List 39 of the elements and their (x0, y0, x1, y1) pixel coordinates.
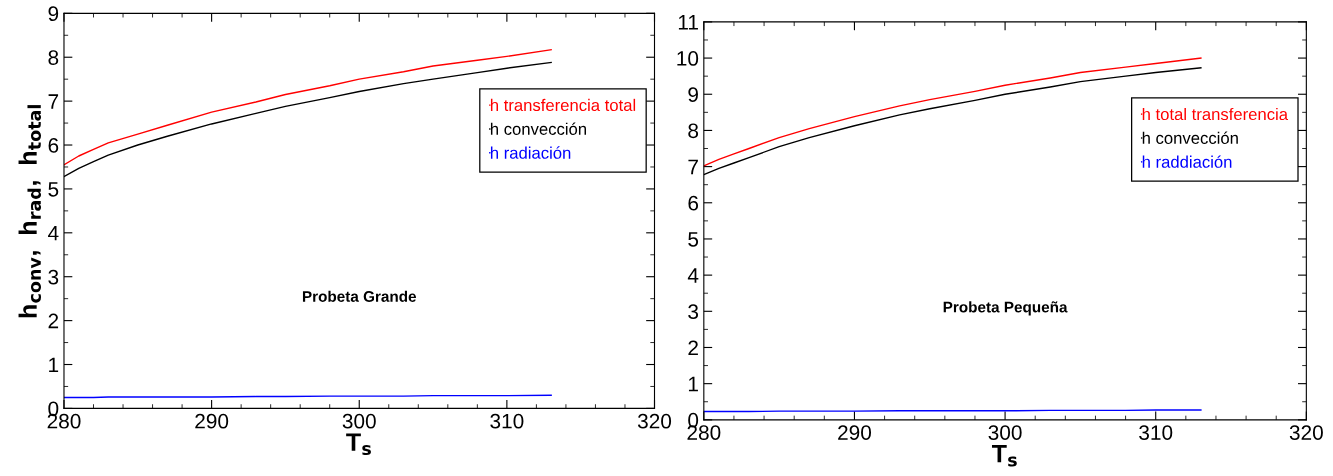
y-tick-label: 8 (48, 50, 59, 65)
y-tick-label: 4 (48, 226, 59, 241)
legend-label: h transferencia total (490, 98, 636, 112)
x-tick-label: 300 (342, 413, 376, 429)
y-tick-label: 5 (688, 232, 699, 247)
x-tick-label: 290 (838, 425, 872, 440)
x-tick-label: 320 (1289, 425, 1323, 440)
y-tick-label: 3 (688, 304, 699, 320)
x-axis-title: T$_{s}$ (346, 433, 371, 456)
y-tick-label: 4 (687, 268, 699, 283)
y-axis-title: h$_{conv}$, h$_{rad}$, h$_{total}$ (18, 105, 42, 318)
y-tick-label: 9 (688, 87, 698, 102)
y-tick-label: 11 (678, 15, 698, 30)
x-tick-label: 310 (1139, 425, 1173, 440)
y-tick-label: 9 (48, 6, 59, 22)
y-tick-label: 6 (48, 138, 59, 153)
y-tick-label: 7 (48, 94, 59, 109)
y-tick-label: 6 (688, 195, 699, 211)
y-tick-label: 1 (49, 357, 59, 373)
y-tick-label: 8 (688, 123, 699, 139)
legend-label: h total transferencia (1142, 107, 1289, 121)
annotation: Probeta Grande (302, 290, 417, 302)
y-tick-label: 10 (677, 51, 699, 66)
x-tick-label: 290 (195, 413, 229, 429)
legend-label: h raddiación (1142, 155, 1232, 168)
annotation: Probeta Pequeña (943, 301, 1068, 316)
y-tick-label: 2 (688, 340, 698, 356)
y-tick-label: 2 (48, 313, 59, 329)
legend-label: h convección (490, 122, 586, 135)
legend-label: h radiación (490, 146, 571, 159)
x-axis-title: T$_{s}$ (991, 444, 1017, 467)
legend-label: h convección (1142, 131, 1238, 144)
y-tick-label: 7 (688, 159, 698, 175)
x-tick-label: 320 (637, 413, 672, 429)
x-tick-label: 310 (490, 413, 524, 429)
y-tick-label: 3 (48, 269, 59, 285)
y-tick-label: 5 (48, 182, 59, 197)
y-tick-label: 1 (688, 376, 698, 392)
x-tick-label: 300 (988, 425, 1022, 440)
